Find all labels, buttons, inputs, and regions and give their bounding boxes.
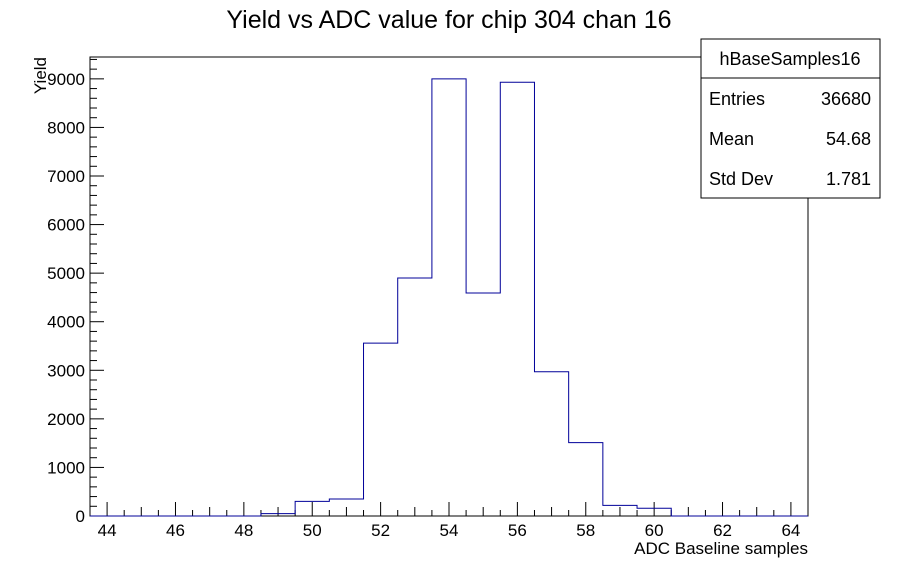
stats-entries-value: 36680 [821,89,871,109]
y-tick-label: 9000 [47,70,85,89]
x-axis-title: ADC Baseline samples [634,539,808,558]
y-tick-label: 4000 [47,313,85,332]
histogram-bin [500,82,534,516]
histogram-bin [534,372,568,516]
histogram-outline [90,78,808,517]
y-axis-title: Yield [31,57,50,94]
stats-histogram-name: hBaseSamples16 [719,49,860,69]
y-axis: 0 1000 2000 3000 4000 5000 6000 7000 8000 9000 [47,58,104,526]
stats-entries-label: Entries [709,89,765,109]
x-tick-label: 46 [166,521,185,540]
histogram-bin [466,293,500,516]
y-tick-label: 0 [76,507,85,526]
y-tick-label: 5000 [47,264,85,283]
histogram-bin [398,278,432,516]
x-axis: 44 46 48 50 52 54 56 58 60 62 64 [98,502,800,540]
histogram-bin [637,508,671,516]
x-tick-label: 52 [371,521,390,540]
x-tick-label: 56 [508,521,527,540]
x-tick-label: 44 [98,521,117,540]
stats-stddev-label: Std Dev [709,169,773,189]
histogram-bin [329,499,363,516]
x-tick-label: 62 [713,521,732,540]
x-tick-label: 50 [303,521,322,540]
histogram-bin [603,505,637,516]
stats-box-frame [700,38,881,199]
x-tick-label: 54 [440,521,459,540]
x-tick-label: 64 [781,521,800,540]
y-tick-label: 2000 [47,410,85,429]
chart-title: Yield vs ADC value for chip 304 chan 16 [226,6,671,34]
y-tick-label: 3000 [47,361,85,380]
x-tick-label: 60 [645,521,664,540]
x-tick-label: 58 [576,521,595,540]
y-tick-label: 7000 [47,167,85,186]
stats-box: hBaseSamples16 Entries 36680 Mean 54.68 … [700,38,881,199]
histogram-bin [569,443,603,516]
histogram-bin [364,343,398,516]
y-tick-label: 8000 [47,118,85,137]
x-tick-label: 48 [234,521,253,540]
histogram-bin [432,79,466,516]
histogram-bin [295,501,329,516]
stats-mean-value: 54.68 [826,129,871,149]
y-tick-label: 1000 [47,458,85,477]
stats-mean-label: Mean [709,129,754,149]
y-tick-label: 6000 [47,216,85,235]
stats-stddev-value: 1.781 [826,169,871,189]
